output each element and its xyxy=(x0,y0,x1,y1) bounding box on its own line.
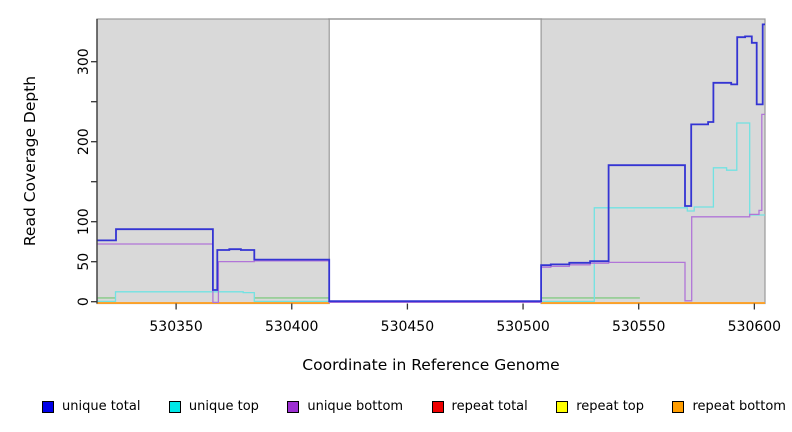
legend-item-unique-total: unique total xyxy=(42,399,140,414)
covered-region xyxy=(540,18,766,305)
series-unique-bottom xyxy=(97,113,765,304)
legend-label: unique bottom xyxy=(307,399,404,414)
x-tick-label: 530600 xyxy=(728,319,781,335)
repeat-top-swatch-icon xyxy=(556,400,569,413)
legend: unique total unique top unique bottom re… xyxy=(42,399,786,414)
y-axis-title: Read Coverage Depth xyxy=(21,75,39,247)
series-unique-total xyxy=(97,23,765,303)
x-axis-title: Coordinate in Reference Genome xyxy=(302,356,560,374)
x-tick-label: 530550 xyxy=(612,319,665,335)
series-unique-top xyxy=(97,122,765,303)
y-tick-label: 50 xyxy=(76,253,92,271)
repeat-bottom-swatch-icon xyxy=(672,400,685,413)
legend-label: unique total xyxy=(62,399,141,414)
unique-bottom-swatch-icon xyxy=(287,400,300,413)
y-tick-label: 200 xyxy=(76,128,92,155)
legend-label: repeat total xyxy=(451,399,528,414)
unique-top-swatch-icon xyxy=(168,400,181,413)
y-tick-label: 300 xyxy=(76,48,92,75)
legend-item-repeat-top: repeat top xyxy=(556,399,644,414)
x-tick-label: 530400 xyxy=(265,319,318,335)
legend-item-repeat-bottom: repeat bottom xyxy=(672,399,786,414)
legend-item-repeat-total: repeat total xyxy=(431,399,528,414)
legend-label: unique top xyxy=(188,399,259,414)
y-tick-label: 100 xyxy=(76,208,92,235)
x-tick-label: 530450 xyxy=(381,319,434,335)
unique-total-swatch-icon xyxy=(42,400,54,413)
legend-item-unique-top: unique top xyxy=(168,399,259,414)
x-tick-label: 530500 xyxy=(496,319,549,335)
legend-label: repeat bottom xyxy=(692,399,786,414)
y-tick-label: 0 xyxy=(76,297,92,306)
x-tick-label: 530350 xyxy=(149,319,202,335)
legend-label: repeat top xyxy=(576,399,644,414)
legend-item-unique-bottom: unique bottom xyxy=(287,399,403,414)
repeat-total-swatch-icon xyxy=(431,400,444,413)
